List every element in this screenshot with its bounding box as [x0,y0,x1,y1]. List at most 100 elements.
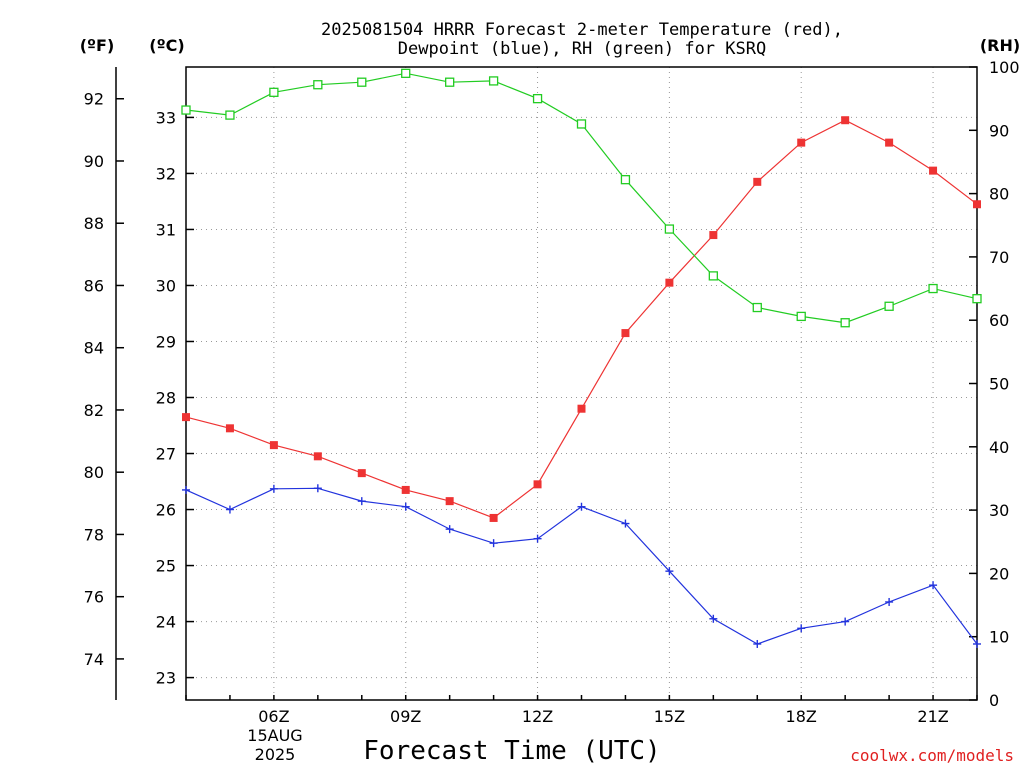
x-tick-label: 21Z [917,707,948,726]
rh-point [840,318,850,328]
fahrenheit-unit-label: (ºF) [80,36,115,55]
rh-tick-label: 30 [989,501,1009,520]
x-tick-label: 12Z [522,707,553,726]
temperature-point [929,166,938,175]
temperature-series [182,116,981,522]
dewpoint-line [185,487,978,645]
rh-series [181,68,982,328]
rh-point [225,110,235,120]
temperature-point [313,452,322,461]
dewpoint-point [973,639,981,648]
dewpoint-point [489,539,498,548]
temperature-point [621,329,630,338]
celsius-tick-label: 29 [156,332,176,351]
temperature-point [357,469,366,478]
temperature-point [797,138,806,147]
fahrenheit-tick-label: 74 [84,650,104,669]
dewpoint-point [621,519,630,528]
fahrenheit-tick-label: 76 [84,588,104,607]
dewpoint-series [182,484,981,648]
credit-text: coolwx.com/models [850,746,1014,765]
x-tick-label: 06Z [258,707,289,726]
dewpoint-point [225,505,234,514]
celsius-tick-label: 32 [156,164,176,183]
rh-tick-label: 100 [989,58,1020,77]
fahrenheit-tick-label: 92 [84,90,104,109]
fahrenheit-tick-label: 82 [84,401,104,420]
series-layer [181,68,982,648]
dewpoint-point [401,502,410,511]
rh-point [664,224,675,234]
dewpoint-point [445,525,454,534]
x-axis-label: Forecast Time (UTC) [363,736,660,766]
rh-tick-label: 90 [989,121,1009,140]
rh-tick-label: 20 [989,564,1009,583]
temperature-point [182,413,190,422]
x-tick-label: 18Z [786,707,817,726]
rh-unit-label: (RH) [980,36,1020,55]
temperature-point [401,485,410,494]
rh-point [972,294,982,304]
celsius-tick-label: 28 [156,389,176,408]
rh-point [752,302,762,313]
temperature-point [753,177,762,186]
dewpoint-point [753,639,762,648]
rh-point [928,283,938,294]
fahrenheit-tick-label: 86 [84,276,104,295]
fahrenheit-tick-label: 80 [84,463,104,482]
dewpoint-point [885,597,894,606]
plot-frame [185,66,978,701]
dewpoint-point [182,485,190,494]
celsius-tick-label: 30 [156,276,176,295]
temperature-line [185,119,978,519]
rh-tick-label: 50 [989,375,1009,394]
dewpoint-point [357,497,366,506]
rh-tick-label: 40 [989,438,1009,457]
rh-point [357,77,367,87]
temperature-point [269,441,278,450]
rh-point [620,175,631,185]
celsius-tick-label: 25 [156,557,176,576]
temperature-point [973,200,981,209]
axis-layer: 23 24 25 26 27 28 29 30 31 32 33 74 76 78 80 82 84 86 88 90… [84,58,1020,726]
fahrenheit-tick-label: 90 [84,152,104,171]
fahrenheit-tick-label: 84 [84,339,104,358]
dewpoint-point [269,484,278,493]
dewpoint-point [841,617,850,626]
temperature-point [577,404,586,413]
grid-layer [186,67,977,700]
rh-point [708,271,718,281]
temperature-point [885,138,894,147]
temperature-point [489,513,498,522]
dewpoint-point [709,614,718,623]
rh-point [576,119,587,129]
temperature-point [709,231,718,240]
rh-tick-label: 80 [989,185,1009,204]
temperature-point [533,480,542,489]
fahrenheit-tick-label: 88 [84,214,104,233]
chart-title-line1: 2025081504 HRRR Forecast 2-meter Tempera… [321,20,843,40]
temperature-point [665,278,674,287]
dewpoint-point [533,534,542,543]
celsius-tick-label: 27 [156,445,176,464]
dewpoint-point [313,484,322,493]
rh-point [313,80,323,90]
date-year-label: 2025 [255,745,296,764]
celsius-tick-label: 24 [156,613,176,632]
x-tick-label: 09Z [390,707,421,726]
celsius-tick-label: 31 [156,220,176,239]
dewpoint-point [665,567,674,576]
rh-point [269,87,279,97]
rh-point [181,105,191,115]
rh-tick-label: 60 [989,311,1009,330]
rh-point [445,77,455,87]
rh-point [488,76,499,86]
date-day-label: 15AUG [247,726,302,745]
rh-tick-label: 0 [989,691,999,710]
rh-point [532,94,543,104]
rh-point [401,68,411,78]
celsius-unit-label: (ºC) [149,36,184,55]
rh-point [796,311,806,322]
